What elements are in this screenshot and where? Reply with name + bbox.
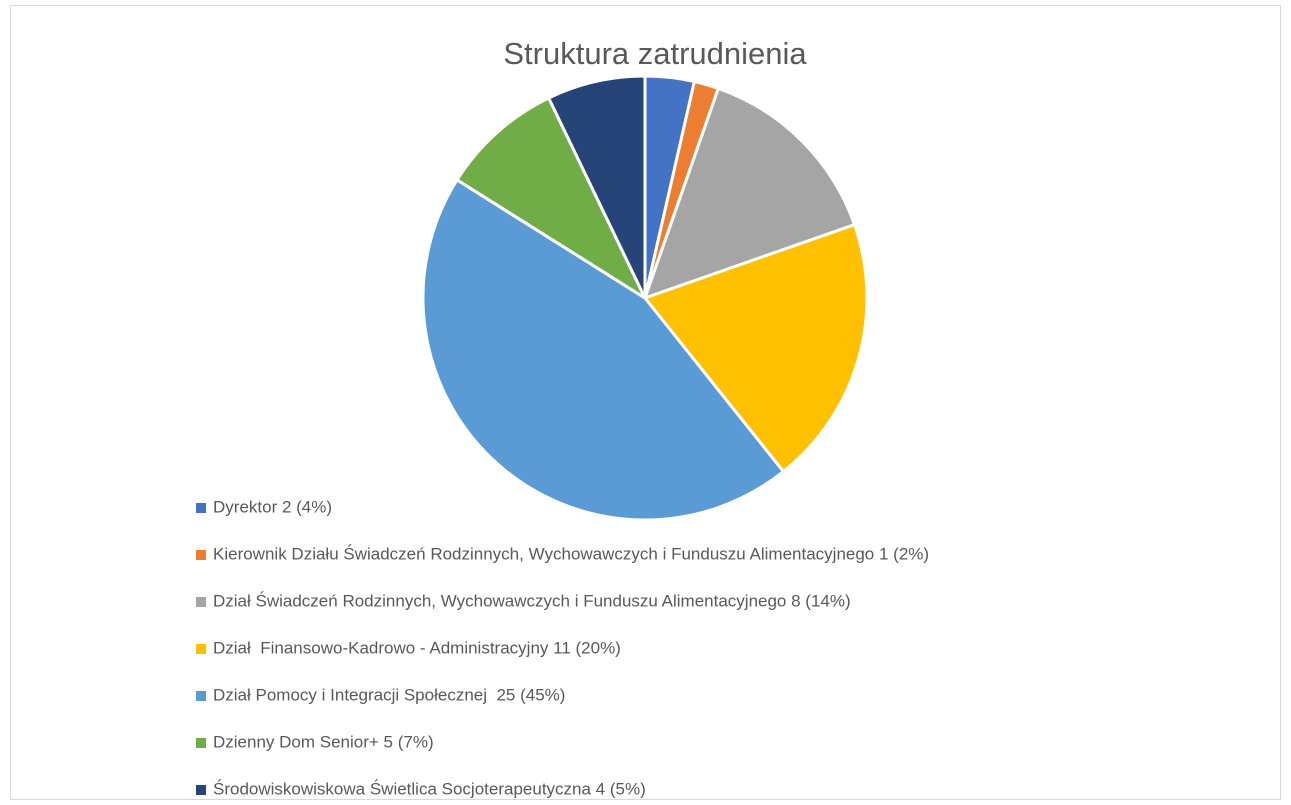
chart-title: Struktura zatrudnienia xyxy=(503,36,807,71)
legend-label: Kierownik Działu Świadczeń Rodzinnych, W… xyxy=(213,544,929,563)
pie-slice xyxy=(454,95,649,303)
legend-label: Dzienny Dom Senior+ 5 (7%) xyxy=(213,732,434,751)
legend-swatch xyxy=(196,550,206,560)
legend-swatch xyxy=(196,691,206,701)
legend-label: Dyrektor 2 (4%) xyxy=(213,497,332,516)
pie-slice xyxy=(546,74,647,299)
legend-label: Dział Pomocy i Integracji Społecznej 25 … xyxy=(213,685,565,704)
pie-slice xyxy=(421,177,786,522)
pie-slice xyxy=(642,86,857,301)
legend-label: Dział Świadczeń Rodzinnych, Wychowawczyc… xyxy=(213,591,851,610)
legend-label: Dział Finansowo-Kadrowo - Administracyjn… xyxy=(213,638,621,657)
legend-swatch xyxy=(196,503,206,513)
legend-swatch xyxy=(196,738,206,748)
pie-slice xyxy=(642,222,869,474)
legend-label: Środowiskowiskowa Świetlica Socjoterapeu… xyxy=(213,779,646,798)
legend-swatch xyxy=(196,597,206,607)
legend-swatch xyxy=(196,644,206,654)
legend-swatch xyxy=(196,785,206,795)
